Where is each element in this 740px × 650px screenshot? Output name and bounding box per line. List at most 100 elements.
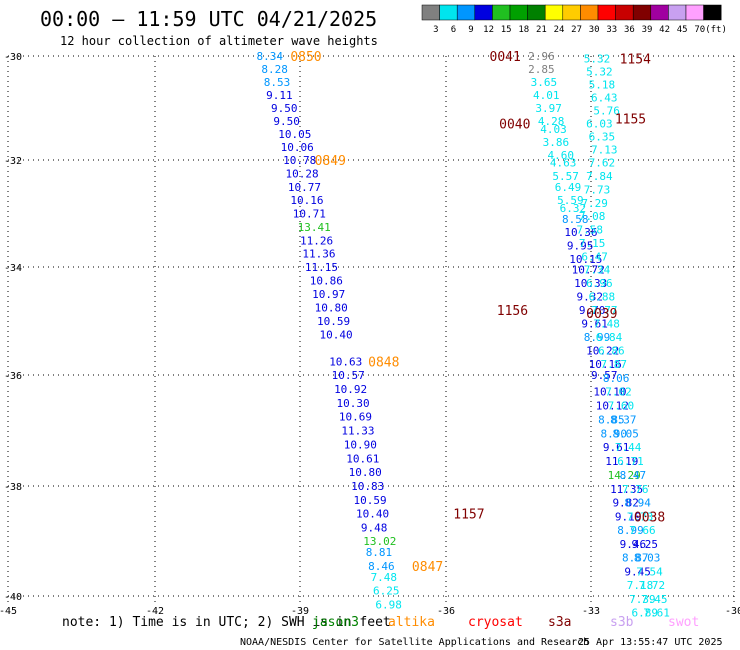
swh-label: 10.33	[574, 277, 607, 290]
chart-subtitle: 12 hour collection of altimeter wave hei…	[60, 34, 378, 48]
swh-label: 6.96	[586, 277, 613, 290]
swh-label: 10.10	[593, 386, 626, 399]
swh-label: 8.99	[584, 331, 611, 344]
swh-label: 3.65	[531, 76, 558, 89]
axis-ticks: -45 -42 -39 -36 -33 -30 -30 -32 -34 -36 -38 -40	[0, 52, 740, 617]
color-bin-label: 9	[468, 25, 473, 35]
color-scale-legend: 3 6 9 12 15 18 21 24 27 30 33 36 39 42 45 70 (ft)	[421, 4, 727, 35]
swh-label: 2.85	[528, 63, 555, 76]
color-bin-label: 6	[451, 25, 456, 35]
color-bin-label: 30	[589, 25, 600, 35]
swh-label: 8.90	[601, 427, 628, 440]
swh-label: 6.88	[589, 291, 616, 304]
swh-label: 9.82	[612, 497, 639, 510]
footer: note: 1) Time is in UTC; 2) SWH is in fe…	[62, 615, 723, 648]
color-bin-label: 39	[642, 25, 653, 35]
swh-label: 8.94	[624, 497, 651, 510]
color-bin-label: 24	[554, 25, 565, 35]
swh-label: 7.60	[608, 400, 635, 413]
time-label: 1154	[620, 53, 651, 68]
swh-label: 7.66	[629, 524, 656, 537]
swh-label: 6.35	[589, 131, 616, 144]
swh-label: 10.78	[283, 154, 316, 167]
swh-label: 6.32	[560, 202, 587, 215]
time-label: 0848	[368, 356, 399, 371]
x-tick-label: -39	[291, 606, 309, 617]
swh-label: 10.12	[596, 400, 629, 413]
swh-label: 11.33	[341, 425, 374, 438]
swh-label: 7.73	[627, 510, 654, 523]
y-tick-label: -30	[4, 52, 22, 63]
swh-label: 7.48	[371, 571, 398, 584]
swh-label: 10.15	[569, 253, 602, 266]
swh-label: 8.47	[620, 469, 647, 482]
swh-label: 9.61	[603, 441, 630, 454]
plot-grid	[7, 55, 735, 604]
swh-label: 8.99	[617, 524, 644, 537]
time-label: 0849	[315, 154, 346, 169]
footer-timestamp: 25 Apr 13:55:47 UTC 2025	[578, 637, 723, 648]
swh-label: 9.19	[615, 510, 642, 523]
color-bin-label: 33	[606, 25, 617, 35]
swh-label: 4.01	[533, 89, 560, 102]
color-bin	[474, 4, 493, 21]
color-bin-label: 3	[433, 25, 438, 35]
satellite-label: jason3	[312, 615, 359, 630]
swh-label: 7.48	[593, 318, 620, 331]
color-bin	[421, 4, 440, 21]
swh-label: 10.63	[329, 356, 362, 369]
swh-label: 7.02	[605, 386, 632, 399]
swh-label: 7.08	[579, 210, 606, 223]
swh-label: 10.40	[319, 329, 352, 342]
swh-label: 10.05	[278, 128, 311, 141]
swh-label: 11.19	[605, 455, 638, 468]
swh-label: 9.50	[271, 102, 298, 115]
swh-label: 11.26	[300, 234, 333, 247]
swh-label: 6.86	[598, 345, 625, 358]
swh-label: 5.18	[589, 79, 616, 92]
swh-label: 8.37	[610, 413, 637, 426]
swh-label: 7.29	[581, 197, 608, 210]
swh-label: 4.03	[540, 123, 567, 136]
swh-label: 10.40	[356, 508, 389, 521]
swh-label: 10.72	[572, 264, 605, 277]
y-tick-label: -38	[4, 482, 22, 493]
x-tick-label: -42	[146, 606, 164, 617]
x-tick-label: -30	[725, 606, 740, 617]
swh-label: 6.84	[596, 331, 623, 344]
swh-label: 8.28	[261, 63, 288, 76]
color-bin	[615, 4, 634, 21]
x-tick-label: -36	[437, 606, 455, 617]
swh-label: 9.61	[581, 318, 608, 331]
swh-label: 7.54	[636, 565, 663, 578]
swh-label: 10.59	[317, 315, 350, 328]
color-bin-label: 15	[501, 25, 512, 35]
swh-label: 5.57	[552, 170, 579, 183]
swh-label: 14.29	[608, 469, 641, 482]
swh-label: 10.86	[310, 275, 343, 288]
swh-label: 11.15	[305, 261, 338, 274]
color-bin	[439, 4, 458, 21]
color-bin	[685, 4, 704, 21]
color-bin	[703, 4, 722, 21]
swh-label: 9.11	[266, 89, 293, 102]
color-bin-label: 45	[677, 25, 688, 35]
swh-label: 13.02	[363, 535, 396, 548]
swh-label: 8.03	[634, 552, 661, 565]
satellite-label: s3a	[548, 615, 571, 630]
satellite-legend: jason3 altika cryosat s3a s3b swot	[312, 615, 699, 630]
color-bin	[492, 4, 511, 21]
swh-label: 9.95	[567, 240, 594, 253]
swh-label: 10.83	[351, 480, 384, 493]
swh-label: 9.46	[620, 538, 647, 551]
swh-label: 11.35	[610, 483, 643, 496]
time-label: 0038	[634, 510, 665, 525]
time-label: 0040	[499, 118, 530, 133]
satellite-label: s3b	[610, 615, 634, 630]
swh-label: 7.72	[639, 579, 666, 592]
swh-label: 2.96	[528, 50, 555, 63]
satellite-label: altika	[388, 615, 435, 630]
swh-label: 10.16	[589, 358, 622, 371]
color-bin	[544, 4, 564, 21]
